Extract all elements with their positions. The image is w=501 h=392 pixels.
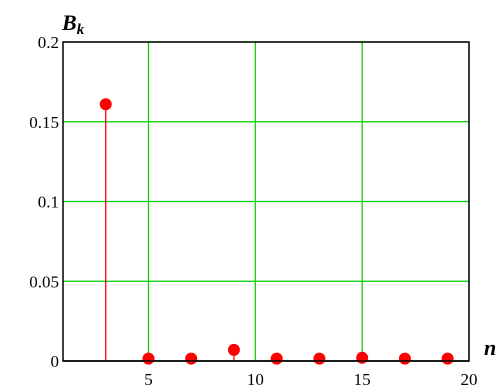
y-tick-label-2: 0.1 (38, 193, 59, 212)
data-point-2 (185, 352, 198, 365)
y-tick-label-1: 0.05 (29, 272, 59, 291)
data-markers (99, 98, 454, 365)
data-point-7 (398, 352, 411, 365)
data-point-3 (227, 343, 240, 356)
data-point-8 (441, 352, 454, 365)
data-point-1 (142, 352, 155, 365)
x-tick-label-3: 20 (461, 370, 478, 389)
data-point-4 (270, 352, 283, 365)
grid-lines (63, 41, 470, 362)
tick-labels: 0 0.05 0.1 0.15 0.2 5 10 15 20 (29, 33, 477, 389)
y-tick-label-4: 0.2 (38, 33, 59, 52)
stem-lines (105, 104, 449, 361)
x-tick-label-0: 5 (144, 370, 153, 389)
y-tick-label-3: 0.15 (29, 113, 59, 132)
y-axis-title-subscript: k (77, 22, 85, 38)
y-axis-title-main: B (61, 10, 77, 35)
y-tick-label-0: 0 (51, 352, 60, 371)
data-point-6 (356, 351, 369, 364)
y-axis-title: Bk (61, 10, 85, 38)
x-tick-label-2: 15 (354, 370, 371, 389)
data-point-5 (313, 352, 326, 365)
data-point-0 (99, 98, 112, 111)
x-tick-label-1: 10 (247, 370, 264, 389)
plot-frame (62, 41, 470, 362)
x-axis-title: n (484, 335, 496, 360)
